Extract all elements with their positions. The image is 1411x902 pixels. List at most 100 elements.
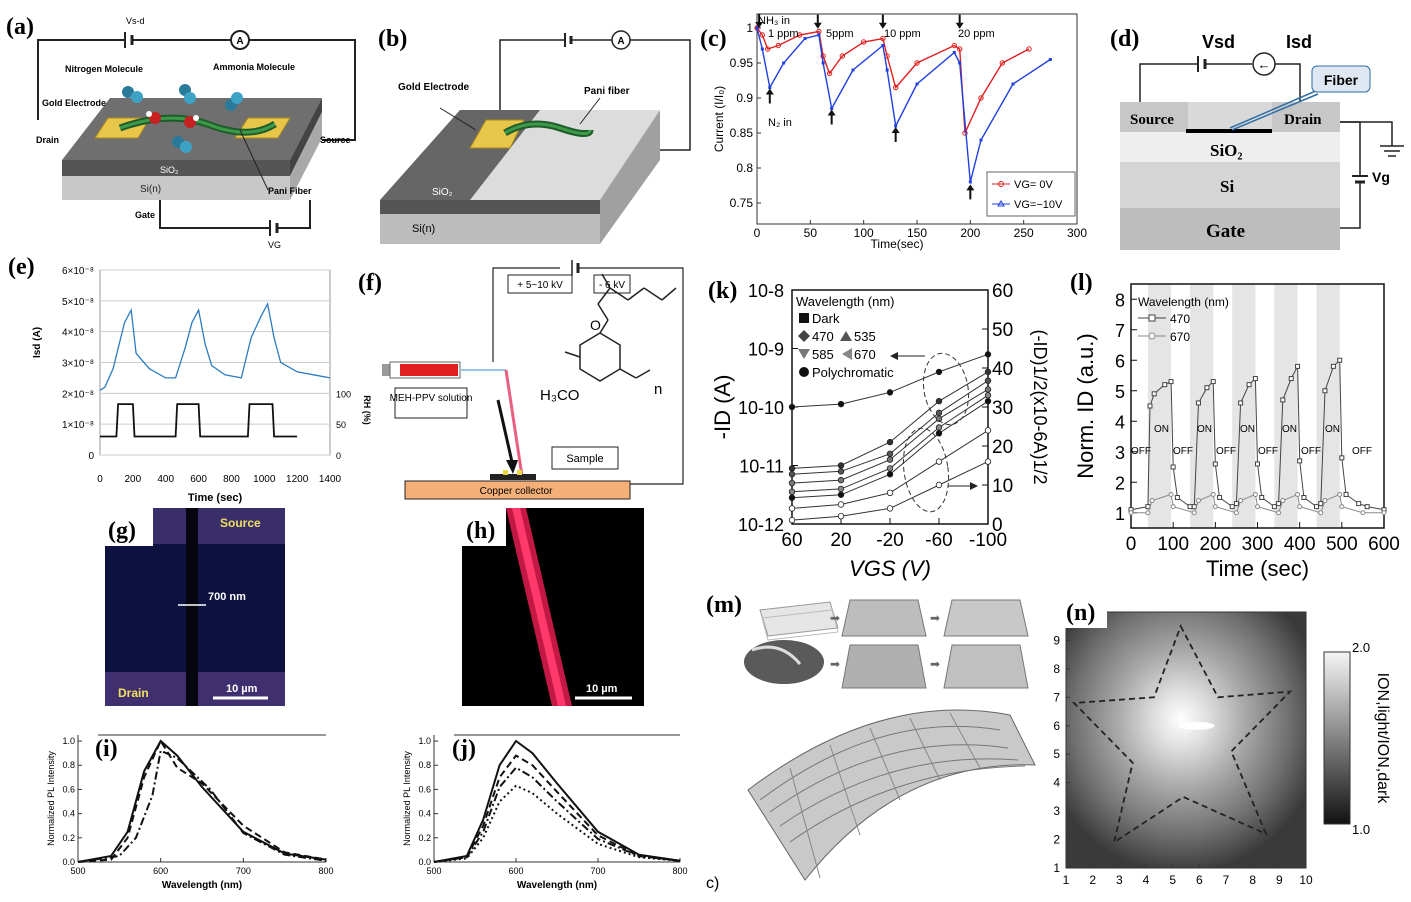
- data-point: [881, 44, 885, 47]
- chart-l: 0 100 200 300 400 500 600 8 7 6 5 4 3 2 1 Time (sec) Nor…: [1073, 283, 1400, 581]
- data-point: [1170, 504, 1176, 510]
- data-point: [984, 397, 992, 405]
- data-point: [1233, 510, 1239, 516]
- data-point: [837, 491, 845, 498]
- y-axis-label: Current (I/I₀): [712, 86, 726, 152]
- colorbar-max: 2.0: [1352, 640, 1370, 655]
- tick-label: 250: [1014, 226, 1034, 240]
- data-point: [1318, 510, 1324, 516]
- tick-label: 0: [992, 515, 1003, 536]
- tick-label: 30: [992, 398, 1013, 419]
- svg-text:Source: Source: [1130, 112, 1174, 128]
- tick-label: 100: [336, 389, 351, 399]
- data-point: [755, 26, 759, 30]
- panel-l: (l) 0 100 200 300 400 500 600 8 7 6 5 4 3 2 1 Time (sec…: [1070, 270, 1400, 581]
- tick-label: 0.8: [736, 161, 753, 175]
- data-point: [886, 456, 894, 463]
- data-point: [837, 501, 845, 508]
- data-point: [830, 107, 834, 110]
- tick-label: 300: [1067, 226, 1087, 240]
- tick-label: 700: [590, 866, 605, 876]
- tick-label: 4×10⁻⁸: [62, 328, 94, 339]
- on-label: ON: [1282, 424, 1297, 435]
- data-point: [1301, 495, 1307, 500]
- tick-label: 4: [1143, 873, 1150, 887]
- panel-label-m: (m): [706, 592, 742, 618]
- panel-label-k: (k): [708, 278, 737, 304]
- data-point: [788, 479, 796, 487]
- tick-label: 0.85: [730, 126, 754, 140]
- data-point: [1297, 504, 1303, 510]
- series-line: [433, 784, 681, 863]
- legend-item: 670: [1170, 330, 1190, 344]
- tick-label: 6: [1115, 351, 1125, 371]
- tick-label: 2: [1089, 873, 1096, 887]
- svg-text:Fiber: Fiber: [1324, 72, 1359, 88]
- off-label: OFF: [1173, 446, 1193, 457]
- data-point: [1168, 491, 1174, 497]
- data-point: [1011, 82, 1015, 86]
- x-axis-label: Wavelength (nm): [162, 880, 242, 891]
- data-point: [821, 61, 825, 65]
- data-point: [1356, 501, 1362, 507]
- data-point: [885, 68, 889, 72]
- chart-j: 500 600 700 800 1.0 0.8 0.6 0.4 0.2 0.0 Wavelength…: [402, 734, 688, 891]
- data-point: [1147, 403, 1153, 409]
- data-point: [1276, 501, 1282, 507]
- tick-label: 3: [1115, 443, 1125, 463]
- svg-text:Si(n): Si(n): [140, 184, 161, 195]
- svg-text:SiO₂: SiO₂: [160, 165, 179, 175]
- off-label: OFF: [1131, 446, 1151, 457]
- tick-label: 0.2: [62, 833, 75, 843]
- data-point: [1238, 400, 1244, 406]
- data-point: [1128, 510, 1134, 516]
- data-point: [1330, 363, 1336, 369]
- y-axis-label: Normalized PL Intensity: [402, 751, 412, 846]
- svg-text:Pani fiber: Pani fiber: [584, 86, 630, 97]
- tick-label: 10: [992, 476, 1013, 497]
- data-point: [788, 403, 796, 411]
- tick-label: 8: [1249, 873, 1256, 887]
- vsd-label: Vs-d: [126, 16, 145, 26]
- tick-label: 500: [426, 866, 441, 876]
- data-point: [1195, 400, 1201, 406]
- tick-label: 5×10⁻⁸: [62, 297, 94, 308]
- tick-label: 6: [1053, 719, 1060, 733]
- data-point: [951, 42, 958, 49]
- svg-text:- 6 kV: - 6 kV: [599, 280, 625, 291]
- data-point: [1151, 391, 1157, 397]
- svg-text:Sample: Sample: [566, 453, 603, 465]
- tick-label: 9: [1053, 633, 1060, 647]
- meh-ppv-structure: [564, 273, 677, 382]
- ppm-label: 1 ppm: [768, 28, 799, 40]
- tick-label: 1×10⁻⁸: [62, 420, 94, 431]
- legend-item: Dark: [812, 311, 840, 326]
- data-point: [894, 124, 898, 128]
- voltage-box: [593, 274, 631, 294]
- series-line: [791, 353, 989, 408]
- tick-label: 5: [1115, 382, 1125, 402]
- vg-label: VG: [268, 240, 281, 250]
- tick-label: 60: [781, 530, 802, 551]
- legend-item: VG=−10V: [1014, 199, 1063, 211]
- data-point: [788, 494, 796, 501]
- data-point: [1145, 510, 1151, 516]
- tick-label: 10-12: [738, 515, 784, 535]
- panel-a: (a) A Vs-d SiO₂ Si(n) Nitrogen Molecule …: [6, 14, 356, 250]
- tick-label: 2×10⁻⁸: [62, 389, 94, 400]
- data-point: [1339, 455, 1345, 461]
- process-flow-diagram: ➡ ➡ ➡ ➡: [744, 599, 1036, 881]
- panel-e: (e) 6×10⁻⁸ 5×10⁻⁸ 4×10⁻⁸ 3×10⁻⁸ 2×10⁻⁸ 1×10⁻⁸…: [8, 254, 372, 504]
- tick-label: 600: [190, 474, 207, 485]
- tick-label: 1.0: [62, 736, 75, 746]
- data-point: [886, 505, 894, 512]
- y-axis-label: Isd (A): [32, 327, 43, 358]
- data-point: [1295, 363, 1301, 369]
- data-point: [820, 53, 826, 59]
- tick-label: 2: [1053, 833, 1060, 847]
- tick-label: 20: [830, 530, 851, 551]
- colorbar-label: ION,light/ION,dark: [1374, 673, 1391, 805]
- data-point: [886, 465, 894, 472]
- data-point: [984, 368, 992, 376]
- legend-item: Polychromatic: [812, 365, 894, 380]
